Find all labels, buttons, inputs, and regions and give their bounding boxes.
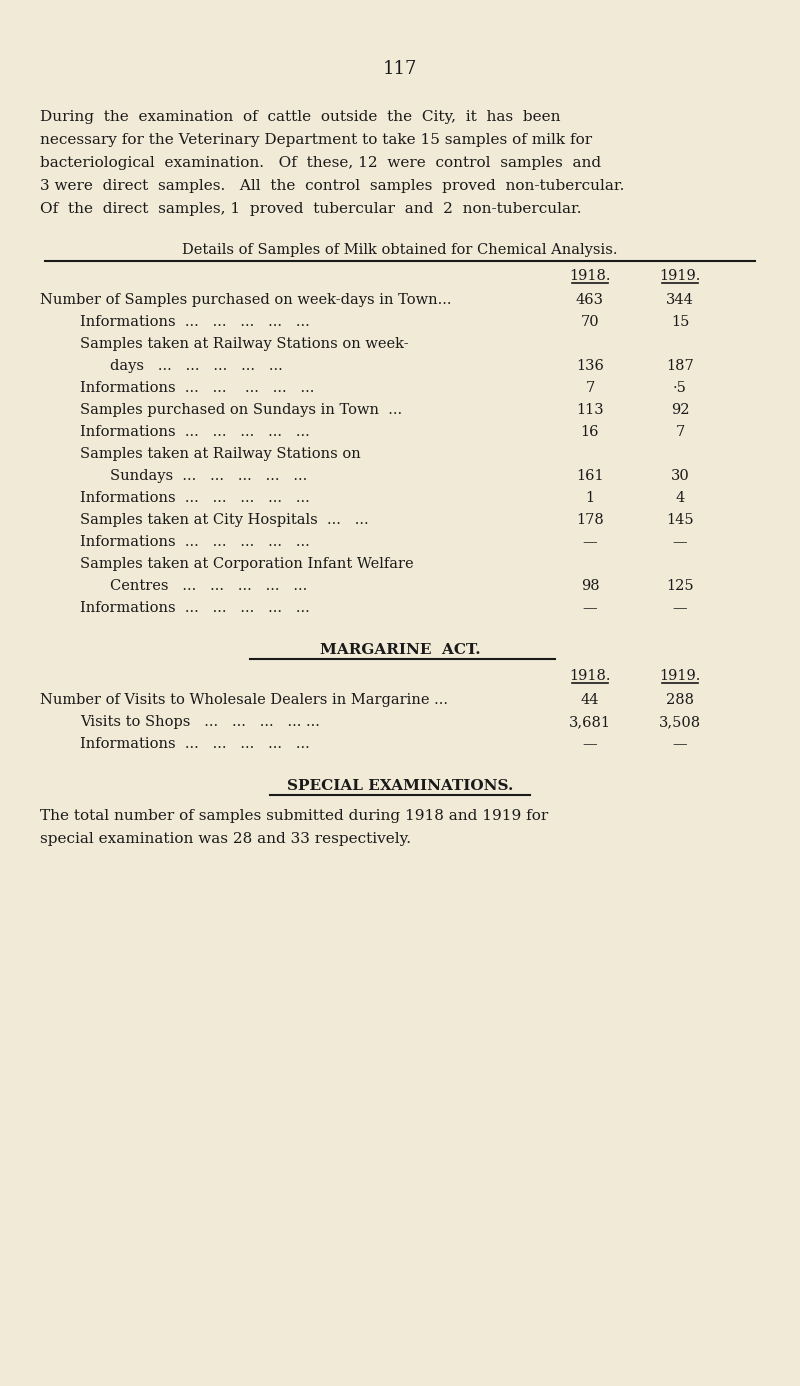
Text: 161: 161 (576, 468, 604, 482)
Text: days   ...   ...   ...   ...   ...: days ... ... ... ... ... (110, 359, 282, 373)
Text: 136: 136 (576, 359, 604, 373)
Text: 4: 4 (675, 491, 685, 505)
Text: 98: 98 (581, 579, 599, 593)
Text: 178: 178 (576, 513, 604, 527)
Text: 288: 288 (666, 693, 694, 707)
Text: 7: 7 (675, 426, 685, 439)
Text: Number of Visits to Wholesale Dealers in Margarine ...: Number of Visits to Wholesale Dealers in… (40, 693, 448, 707)
Text: —: — (582, 602, 598, 615)
Text: Sundays  ...   ...   ...   ...   ...: Sundays ... ... ... ... ... (110, 468, 307, 482)
Text: Of  the  direct  samples, 1  proved  tubercular  and  2  non-tubercular.: Of the direct samples, 1 proved tubercul… (40, 202, 582, 216)
Text: ·5: ·5 (673, 381, 687, 395)
Text: Samples taken at City Hospitals  ...   ...: Samples taken at City Hospitals ... ... (80, 513, 369, 527)
Text: 3,681: 3,681 (569, 715, 611, 729)
Text: Informations  ...   ...    ...   ...   ...: Informations ... ... ... ... ... (80, 381, 314, 395)
Text: Informations  ...   ...   ...   ...   ...: Informations ... ... ... ... ... (80, 737, 310, 751)
Text: 113: 113 (576, 403, 604, 417)
Text: Details of Samples of Milk obtained for Chemical Analysis.: Details of Samples of Milk obtained for … (182, 243, 618, 256)
Text: 344: 344 (666, 292, 694, 308)
Text: 3 were  direct  samples.   All  the  control  samples  proved  non-tubercular.: 3 were direct samples. All the control s… (40, 179, 624, 193)
Text: The total number of samples submitted during 1918 and 1919 for: The total number of samples submitted du… (40, 809, 548, 823)
Text: 30: 30 (670, 468, 690, 482)
Text: 1919.: 1919. (659, 269, 701, 283)
Text: 16: 16 (581, 426, 599, 439)
Text: 15: 15 (671, 315, 689, 328)
Text: Centres   ...   ...   ...   ...   ...: Centres ... ... ... ... ... (110, 579, 307, 593)
Text: During  the  examination  of  cattle  outside  the  City,  it  has  been: During the examination of cattle outside… (40, 109, 561, 123)
Text: 3,508: 3,508 (659, 715, 701, 729)
Text: 92: 92 (670, 403, 690, 417)
Text: SPECIAL EXAMINATIONS.: SPECIAL EXAMINATIONS. (287, 779, 513, 793)
Text: 125: 125 (666, 579, 694, 593)
Text: Informations  ...   ...   ...   ...   ...: Informations ... ... ... ... ... (80, 535, 310, 549)
Text: —: — (673, 602, 687, 615)
Text: Visits to Shops   ...   ...   ...   ... ...: Visits to Shops ... ... ... ... ... (80, 715, 320, 729)
Text: —: — (673, 737, 687, 751)
Text: Informations  ...   ...   ...   ...   ...: Informations ... ... ... ... ... (80, 315, 310, 328)
Text: 1919.: 1919. (659, 669, 701, 683)
Text: 1918.: 1918. (570, 269, 610, 283)
Text: Informations  ...   ...   ...   ...   ...: Informations ... ... ... ... ... (80, 491, 310, 505)
Text: 145: 145 (666, 513, 694, 527)
Text: Samples taken at Railway Stations on week-: Samples taken at Railway Stations on wee… (80, 337, 409, 351)
Text: special examination was 28 and 33 respectively.: special examination was 28 and 33 respec… (40, 832, 411, 845)
Text: 1: 1 (586, 491, 594, 505)
Text: —: — (582, 737, 598, 751)
Text: —: — (673, 535, 687, 549)
Text: MARGARINE  ACT.: MARGARINE ACT. (320, 643, 480, 657)
Text: —: — (582, 535, 598, 549)
Text: 44: 44 (581, 693, 599, 707)
Text: 117: 117 (383, 60, 417, 78)
Text: Number of Samples purchased on week-days in Town...: Number of Samples purchased on week-days… (40, 292, 451, 308)
Text: 187: 187 (666, 359, 694, 373)
Text: Samples purchased on Sundays in Town  ...: Samples purchased on Sundays in Town ... (80, 403, 402, 417)
Text: Samples taken at Railway Stations on: Samples taken at Railway Stations on (80, 448, 361, 462)
Text: Samples taken at Corporation Infant Welfare: Samples taken at Corporation Infant Welf… (80, 557, 414, 571)
Text: Informations  ...   ...   ...   ...   ...: Informations ... ... ... ... ... (80, 426, 310, 439)
Text: bacteriological  examination.   Of  these, 12  were  control  samples  and: bacteriological examination. Of these, 1… (40, 157, 601, 170)
Text: 1918.: 1918. (570, 669, 610, 683)
Text: 463: 463 (576, 292, 604, 308)
Text: Informations  ...   ...   ...   ...   ...: Informations ... ... ... ... ... (80, 602, 310, 615)
Text: necessary for the Veterinary Department to take 15 samples of milk for: necessary for the Veterinary Department … (40, 133, 592, 147)
Text: 70: 70 (581, 315, 599, 328)
Text: 7: 7 (586, 381, 594, 395)
